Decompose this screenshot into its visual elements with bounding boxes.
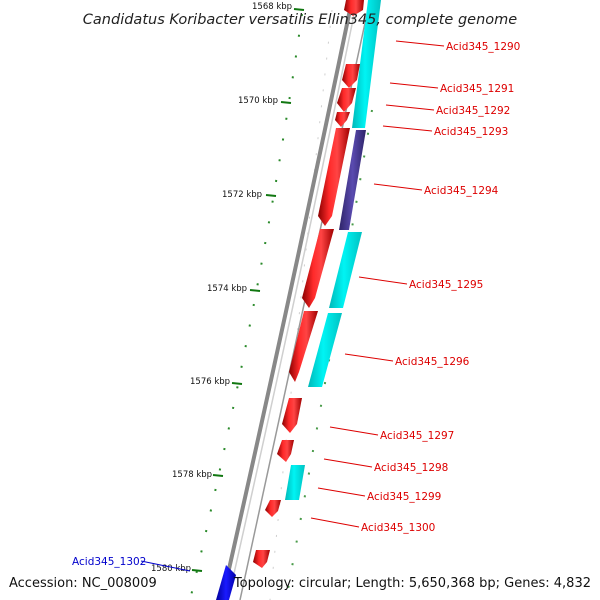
gene-label[interactable]: Acid345_1295 (409, 279, 483, 291)
gene-arrow-acid345-1292 (337, 88, 356, 112)
gene-arrow-acid345-1291 (342, 64, 360, 88)
gene-arrow-acid345-1300 (265, 500, 281, 517)
ticks: 1568 kbp 1570 kbp 1572 kbp 1574 kbp 1576… (151, 2, 305, 574)
tick-mark (212, 474, 224, 477)
leader-line (329, 426, 379, 436)
tick-label: 1568 kbp (252, 2, 292, 12)
gene-label[interactable]: Acid345_1298 (374, 462, 448, 474)
tick-mark (249, 289, 261, 292)
feature-acid345-1294-track (339, 130, 366, 230)
forward-genes (253, 0, 364, 568)
tick-label: 1570 kbp (238, 96, 278, 106)
gene-arrow-acid345-1294 (318, 128, 350, 226)
tick-label: 1578 kbp (172, 470, 212, 480)
leader-line (344, 353, 394, 362)
accession-text: Accession: NC_008009 (9, 576, 157, 591)
gene-label[interactable]: Acid345_1300 (361, 522, 435, 534)
leader-line (323, 458, 373, 468)
gene-label[interactable]: Acid345_1296 (395, 356, 470, 368)
gene-arrow-acid345-1297 (282, 398, 302, 433)
tick-mark (265, 194, 277, 197)
map-title: Candidatus Koribacter versatilis Ellin34… (83, 12, 517, 28)
leader-line (385, 104, 435, 111)
tick-mark (191, 569, 203, 572)
tick-label: 1574 kbp (207, 284, 247, 294)
backbone-inner (227, 0, 358, 600)
leader-line (358, 276, 408, 285)
gene-label[interactable]: Acid345_1294 (424, 185, 499, 197)
cds-segment (329, 232, 362, 308)
gene-label[interactable]: Acid345_1293 (434, 126, 508, 138)
gene-arrow-acid345-1296 (289, 311, 318, 382)
label-leaders (140, 40, 445, 572)
gene-labels: Acid345_1290 Acid345_1291 Acid345_1292 A… (72, 41, 520, 568)
leader-line (395, 40, 445, 47)
gene-arrow-acid345-1298 (277, 440, 294, 462)
gene-label[interactable]: Acid345_1291 (440, 83, 514, 95)
cds-segment (352, 0, 381, 128)
gene-label[interactable]: Acid345_1297 (380, 430, 454, 442)
tick-label: 1576 kbp (190, 377, 230, 387)
leader-line (389, 82, 439, 89)
cds-track (285, 0, 381, 500)
tick-mark (280, 101, 292, 104)
cds-segment (285, 465, 305, 500)
gene-arrow-acid345-1302 (216, 565, 236, 600)
gene-arrow-acid345-1293 (335, 112, 350, 127)
tick-ring-dots (189, 9, 373, 600)
faint-dotted-ring (269, 9, 333, 600)
genome-summary-text: Topology: circular; Length: 5,650,368 bp… (233, 576, 591, 591)
tick-mark (231, 382, 243, 385)
inner-dotted-ring (285, 109, 373, 600)
tick-mark (293, 8, 305, 11)
gene-label[interactable]: Acid345_1299 (367, 491, 441, 503)
tick-label: 1572 kbp (222, 190, 262, 200)
gene-arrow-acid345-1295 (302, 229, 334, 308)
leader-line (140, 560, 191, 572)
gene-label[interactable]: Acid345_1292 (436, 105, 510, 117)
gene-arrow-acid345-1301 (253, 550, 270, 568)
gene-arrow-acid345-1290 (344, 0, 364, 16)
leader-line (382, 125, 433, 132)
leader-line (310, 517, 360, 528)
gene-label[interactable]: Acid345_1290 (446, 41, 520, 53)
leader-line (373, 183, 423, 191)
gene-label[interactable]: Acid345_1302 (72, 556, 146, 568)
leader-line (317, 487, 366, 497)
backbone-outer (220, 0, 354, 600)
cds-segment (308, 313, 342, 387)
tick-label: 1580 kbp (151, 564, 191, 574)
